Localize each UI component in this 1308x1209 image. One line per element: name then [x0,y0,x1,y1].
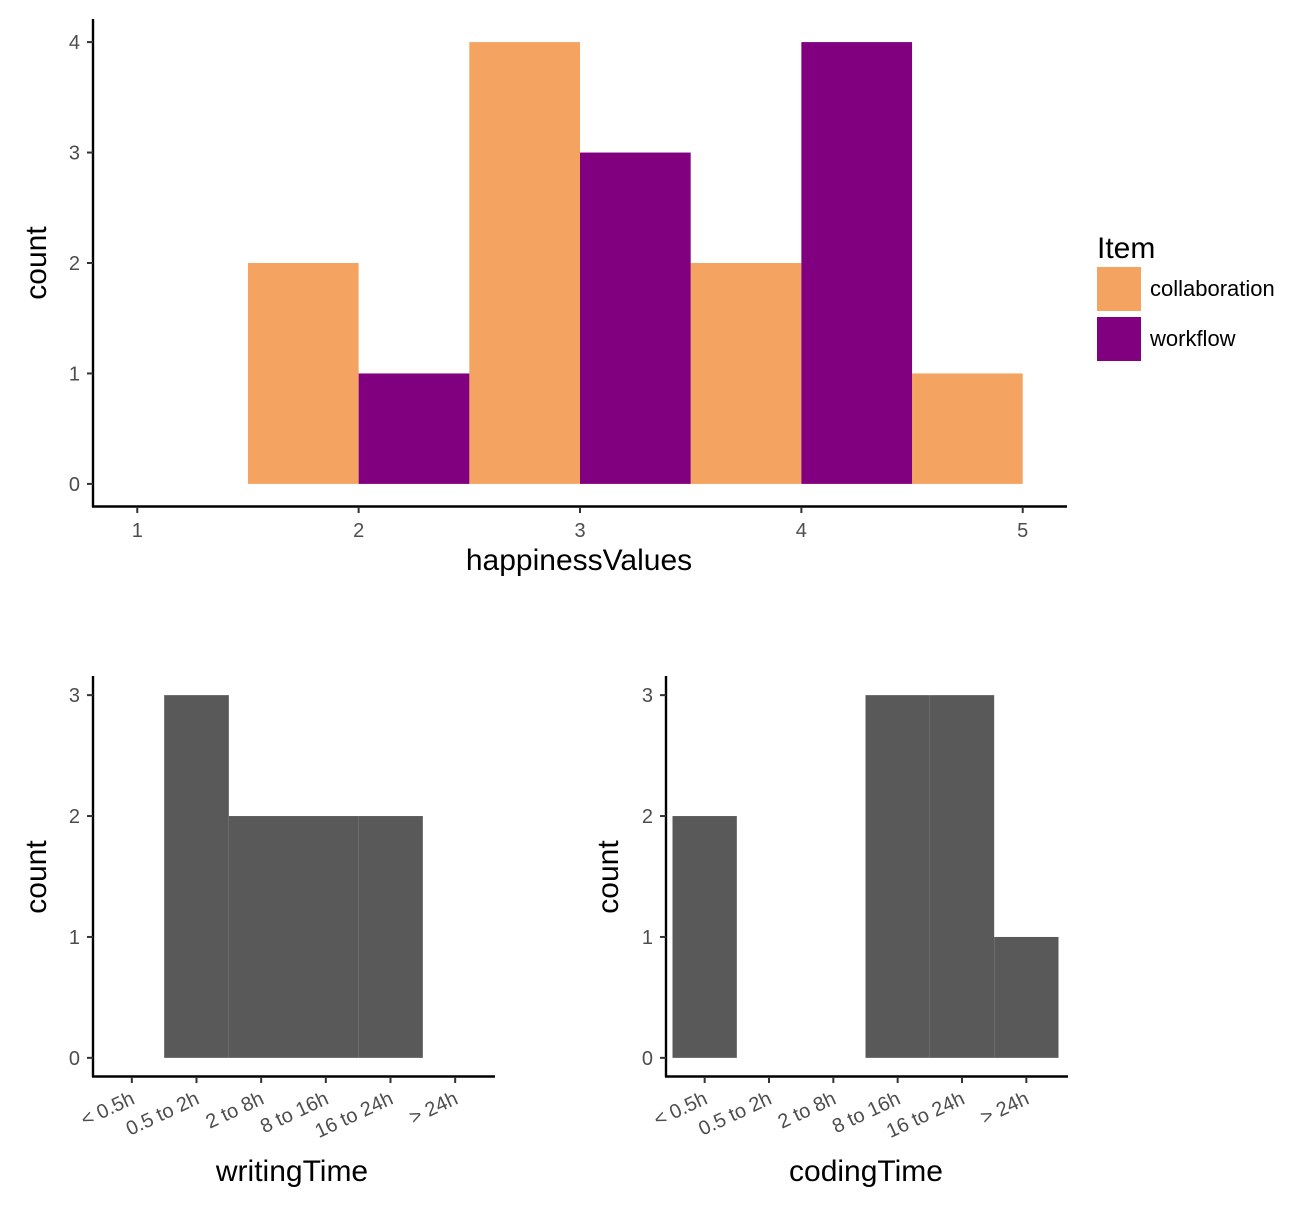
x-tick-label: > 24h [977,1088,1032,1129]
y-tick-label: 3 [642,685,653,707]
x-tick-label: 3 [574,520,585,542]
legend-label-collaboration: collaboration [1150,276,1275,301]
x-tick-label: 1 [132,520,143,542]
y-tick-label: 4 [69,32,80,54]
x-tick-label: 2 [353,520,364,542]
x-tick-label: 0.5 to 2h [123,1088,203,1141]
legend-title: Item [1097,232,1155,265]
x-axis-title: codingTime [789,1155,943,1188]
x-tick-label: 2 to 8h [775,1088,840,1134]
y-tick-label: 0 [642,1048,653,1070]
bar [164,695,229,1058]
legend-swatch-workflow [1097,317,1141,361]
x-tick-label: 2 to 8h [203,1088,268,1134]
bar-workflow [358,373,470,484]
bar-collaboration [469,42,580,484]
x-axis-title: writingTime [215,1155,368,1188]
bar [293,816,359,1058]
happiness-histogram-panel: 0 1 2 3 4 1 2 3 4 5 happinessValues count [20,19,1067,577]
y-tick-label: 3 [69,143,80,165]
bar [994,936,1059,1058]
y-axis-title: count [20,226,53,300]
y-tick-label: 1 [69,363,80,385]
bar-collaboration [912,373,1023,484]
bar-workflow [580,152,691,484]
bar [358,816,423,1058]
bar-collaboration [247,263,359,484]
y-tick-label: 2 [69,806,80,828]
bar [929,695,995,1058]
y-tick-label: 3 [69,685,80,707]
y-ticks: 0 1 2 3 [69,685,93,1070]
bar [865,695,930,1058]
y-axis-title: count [592,840,625,914]
y-axis-title: count [20,840,53,914]
x-tick-label: 0.5 to 2h [695,1088,775,1141]
happiness-bars [247,42,1023,484]
legend-label-workflow: workflow [1149,326,1236,351]
bar [228,816,294,1058]
legend: Item collaboration workflow [1097,232,1275,361]
y-tick-label: 2 [69,253,80,275]
x-tick-label: 5 [1017,520,1028,542]
x-ticks: 1 2 3 4 5 [132,507,1028,542]
bar [672,816,737,1058]
coding-time-bars [672,695,1059,1058]
y-tick-label: 1 [642,927,653,949]
y-tick-label: 2 [642,806,653,828]
y-ticks: 0 1 2 3 [642,685,666,1070]
y-tick-label: 0 [69,474,80,496]
y-tick-label: 0 [69,1048,80,1070]
writing-time-bars [164,695,423,1058]
x-tick-label: > 24h [406,1088,461,1129]
bar-workflow [801,42,913,484]
y-ticks: 0 1 2 3 4 [69,32,93,496]
legend-swatch-collaboration [1097,267,1141,311]
x-axis-title: happinessValues [466,544,692,577]
y-tick-label: 1 [69,927,80,949]
x-tick-label: 4 [796,520,807,542]
bar-collaboration [690,263,802,484]
